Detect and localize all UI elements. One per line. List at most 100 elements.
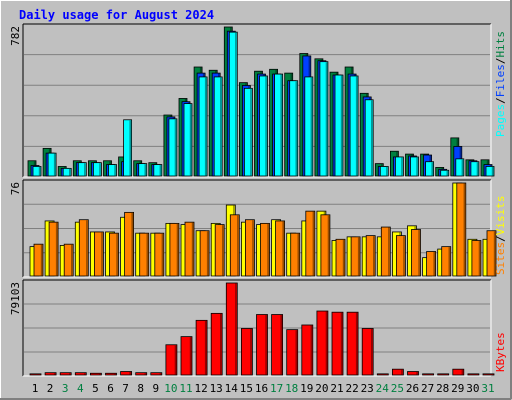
- bar-kbytes-day-20: [316, 310, 329, 376]
- bar-shade: [446, 170, 449, 176]
- bar-body: [320, 214, 331, 277]
- x-label-day-11: 11: [179, 382, 192, 395]
- bar-kbytes-day-27: [422, 373, 435, 376]
- bar-shade: [267, 223, 269, 276]
- bar-sites-day-10: [169, 222, 180, 277]
- bar-kbytes-day-22: [346, 311, 359, 376]
- bar-body: [47, 152, 57, 177]
- bar-pages-day-14: [228, 31, 238, 177]
- bar-shade: [461, 369, 464, 375]
- bar-sites-day-22: [350, 236, 361, 277]
- bar-body: [165, 344, 178, 376]
- bar-body: [301, 324, 314, 376]
- bar-pages-day-17: [274, 73, 284, 177]
- bar-shade: [280, 315, 282, 375]
- bar-body: [346, 311, 359, 376]
- bar-pages-day-22: [349, 75, 359, 177]
- bar-kbytes-day-19: [301, 324, 314, 376]
- bar-pages-day-12: [198, 76, 208, 177]
- bar-pages-day-5: [93, 162, 102, 177]
- bar-shade: [84, 163, 86, 176]
- bar-shade: [340, 312, 343, 375]
- bar-kbytes-day-31: [482, 373, 495, 376]
- bar-kbytes-day-29: [452, 368, 465, 376]
- bar-pages-day-18: [289, 80, 299, 177]
- bar-body: [169, 222, 180, 277]
- bar-body: [391, 368, 404, 376]
- bar-body: [259, 75, 268, 177]
- bar-pages-day-13: [213, 76, 223, 177]
- bar-pages-day-8: [138, 163, 148, 177]
- x-label-day-1: 1: [32, 382, 39, 395]
- bar-shade: [342, 239, 345, 276]
- x-label-day-16: 16: [255, 382, 268, 395]
- bar-pages-day-6: [108, 164, 117, 177]
- bar-body: [350, 236, 361, 277]
- bar-shade: [418, 230, 420, 276]
- bar-body: [380, 226, 391, 277]
- x-label-day-6: 6: [107, 382, 114, 395]
- legend-separator: /: [494, 97, 507, 104]
- bar-shade: [189, 104, 192, 176]
- bar-body: [180, 336, 193, 376]
- bar-shade: [401, 157, 403, 176]
- bar-body: [305, 210, 316, 277]
- legend-kbytes: KBytes: [494, 332, 507, 372]
- legend-pages: Pages: [494, 104, 507, 137]
- bar-shade: [69, 373, 71, 375]
- bar-pages-day-23: [364, 99, 374, 177]
- bar-body: [286, 329, 299, 376]
- bar-shade: [478, 241, 481, 276]
- bar-body: [316, 310, 329, 376]
- bar-kbytes-day-6: [105, 372, 117, 376]
- bar-shade: [325, 311, 328, 375]
- bar-shade: [355, 76, 358, 176]
- bar-kbytes-day-14: [225, 282, 238, 376]
- bar-shade: [99, 373, 101, 375]
- bar-body: [108, 164, 117, 177]
- bar-body: [105, 372, 117, 376]
- bar-body: [365, 235, 376, 277]
- bar-sites-day-5: [94, 231, 104, 277]
- bar-shade: [431, 162, 433, 176]
- bar-shade: [114, 373, 116, 375]
- bar-shade: [403, 236, 405, 276]
- bar-shade: [220, 313, 222, 375]
- bar-kbytes-day-15: [240, 328, 253, 376]
- x-label-day-4: 4: [77, 382, 84, 395]
- bar-body: [410, 156, 419, 177]
- bar-shade: [204, 77, 207, 176]
- bar-body: [139, 232, 150, 277]
- bar-body: [44, 372, 57, 376]
- bar-pages-day-27: [425, 161, 435, 177]
- bar-body: [240, 328, 253, 376]
- bar-body: [335, 238, 346, 277]
- bar-sites-day-2: [48, 221, 59, 277]
- bar-body: [124, 211, 134, 277]
- bar-shade: [386, 166, 388, 176]
- bar-pages-day-31: [485, 166, 495, 177]
- bar-body: [271, 314, 284, 376]
- bar-shade: [69, 168, 71, 176]
- bar-pages-day-7: [123, 119, 132, 177]
- y-max-label: 782: [9, 26, 22, 46]
- bar-pages-day-20: [319, 61, 329, 177]
- x-label-day-8: 8: [137, 382, 144, 395]
- bar-body: [275, 220, 286, 277]
- bar-kbytes-day-18: [286, 329, 299, 376]
- bar-body: [29, 373, 42, 376]
- bar-body: [214, 224, 225, 277]
- bar-shade: [174, 119, 177, 176]
- bar-body: [361, 328, 374, 376]
- bar-shade: [174, 345, 177, 375]
- bar-sites-day-26: [411, 229, 421, 277]
- bar-shade: [129, 120, 131, 176]
- bar-body: [426, 251, 437, 277]
- bar-shade: [38, 166, 41, 176]
- bar-body: [33, 243, 44, 277]
- panel-2: 76: [9, 179, 497, 278]
- bar-shade: [325, 62, 328, 176]
- x-label-day-23: 23: [361, 382, 374, 395]
- bar-shade: [491, 166, 494, 176]
